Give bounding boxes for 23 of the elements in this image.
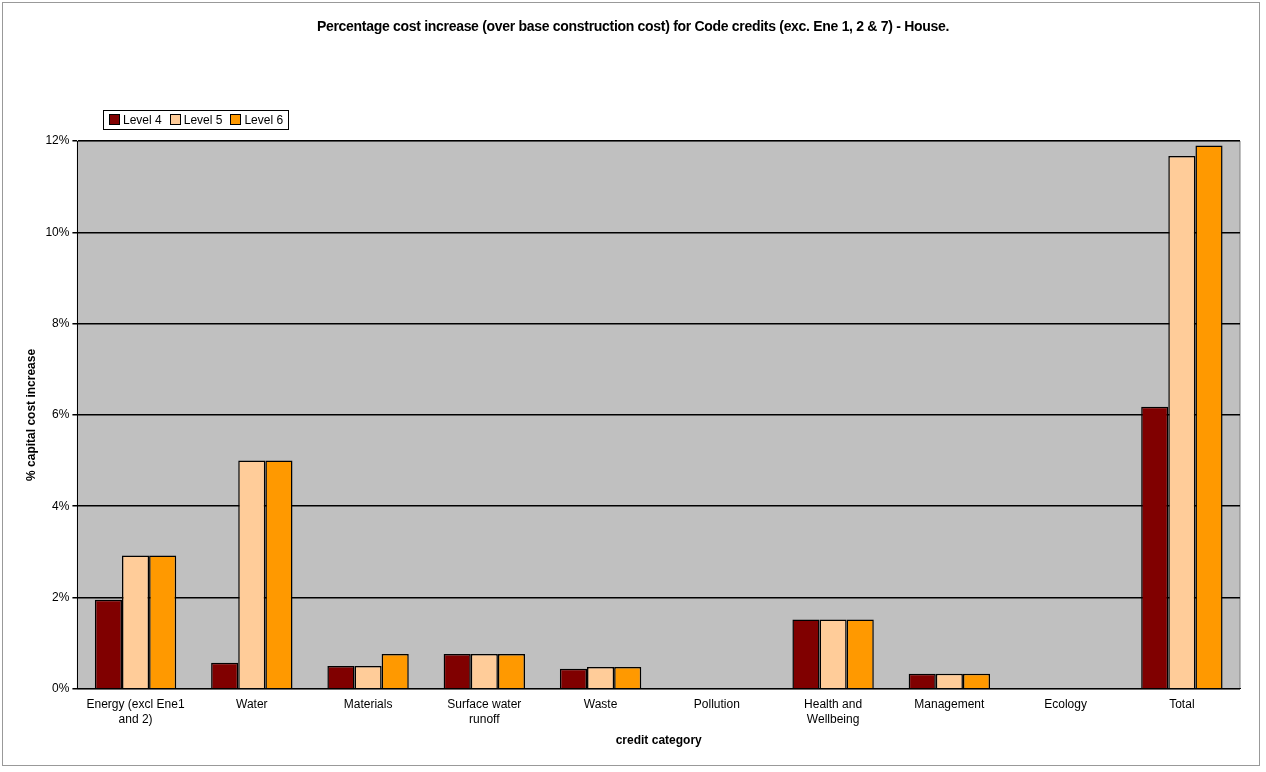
y-tick-label: 12%	[45, 133, 70, 148]
x-tick-label: Pollution	[693, 697, 740, 712]
chart-title: Percentage cost increase (over base construction cost) for Code credits (exc. Ene 1, 2 & 7) - House.	[315, 18, 951, 34]
x-tick-label: Waste	[583, 697, 618, 712]
x-tick-label: Ecology	[1044, 697, 1087, 712]
y-tick-label: 8%	[52, 315, 70, 330]
y-tick-label: 0%	[52, 681, 70, 696]
x-tick-label: Health and Wellbeing	[804, 697, 863, 726]
x-tick-label: Total	[1169, 697, 1195, 712]
legend-label: Level 4	[122, 113, 162, 127]
x-tick-label: Materials	[343, 697, 393, 712]
x-axis-title: credit category	[615, 733, 703, 748]
x-tick-label: Water	[236, 697, 268, 712]
y-tick-label: 2%	[52, 589, 70, 604]
x-tick-label: Surface water runoff	[447, 697, 522, 726]
y-tick-label: 10%	[45, 224, 70, 239]
legend-label: Level 6	[243, 113, 284, 127]
y-axis-title: % capital cost increase	[23, 348, 38, 481]
y-tick-label: 6%	[52, 407, 70, 422]
x-tick-label: Energy (excl Ene1 and 2)	[86, 697, 185, 726]
x-tick-label: Management	[914, 697, 986, 712]
legend-label: Level 5	[182, 113, 223, 127]
y-tick-label: 4%	[52, 498, 70, 513]
